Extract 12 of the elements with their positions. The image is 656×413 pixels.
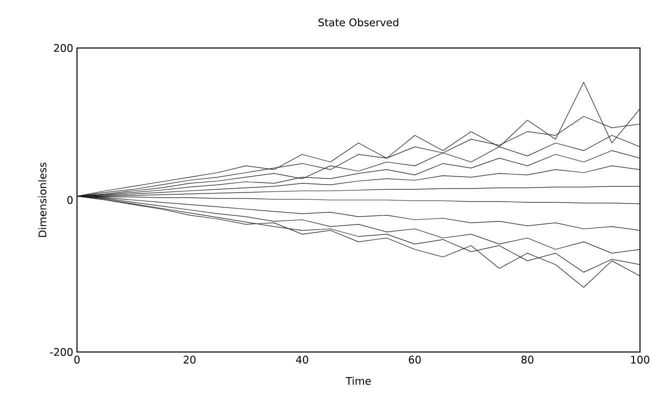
y-tick-label: 0 xyxy=(67,196,73,204)
x-tick-label: 0 xyxy=(74,356,80,364)
y-axis-title: Dimensionless xyxy=(38,162,46,237)
y-tick-label: 200 xyxy=(54,44,73,52)
chart-title: State Observed xyxy=(318,18,398,26)
x-tick-label: 100 xyxy=(631,356,650,364)
x-tick-label: 80 xyxy=(521,356,534,364)
x-tick-label: 20 xyxy=(184,356,196,364)
x-tick-label: 60 xyxy=(408,356,421,364)
y-tick-label: -200 xyxy=(50,348,73,356)
x-tick-label: 40 xyxy=(296,356,308,364)
x-axis-title: Time xyxy=(346,376,371,385)
